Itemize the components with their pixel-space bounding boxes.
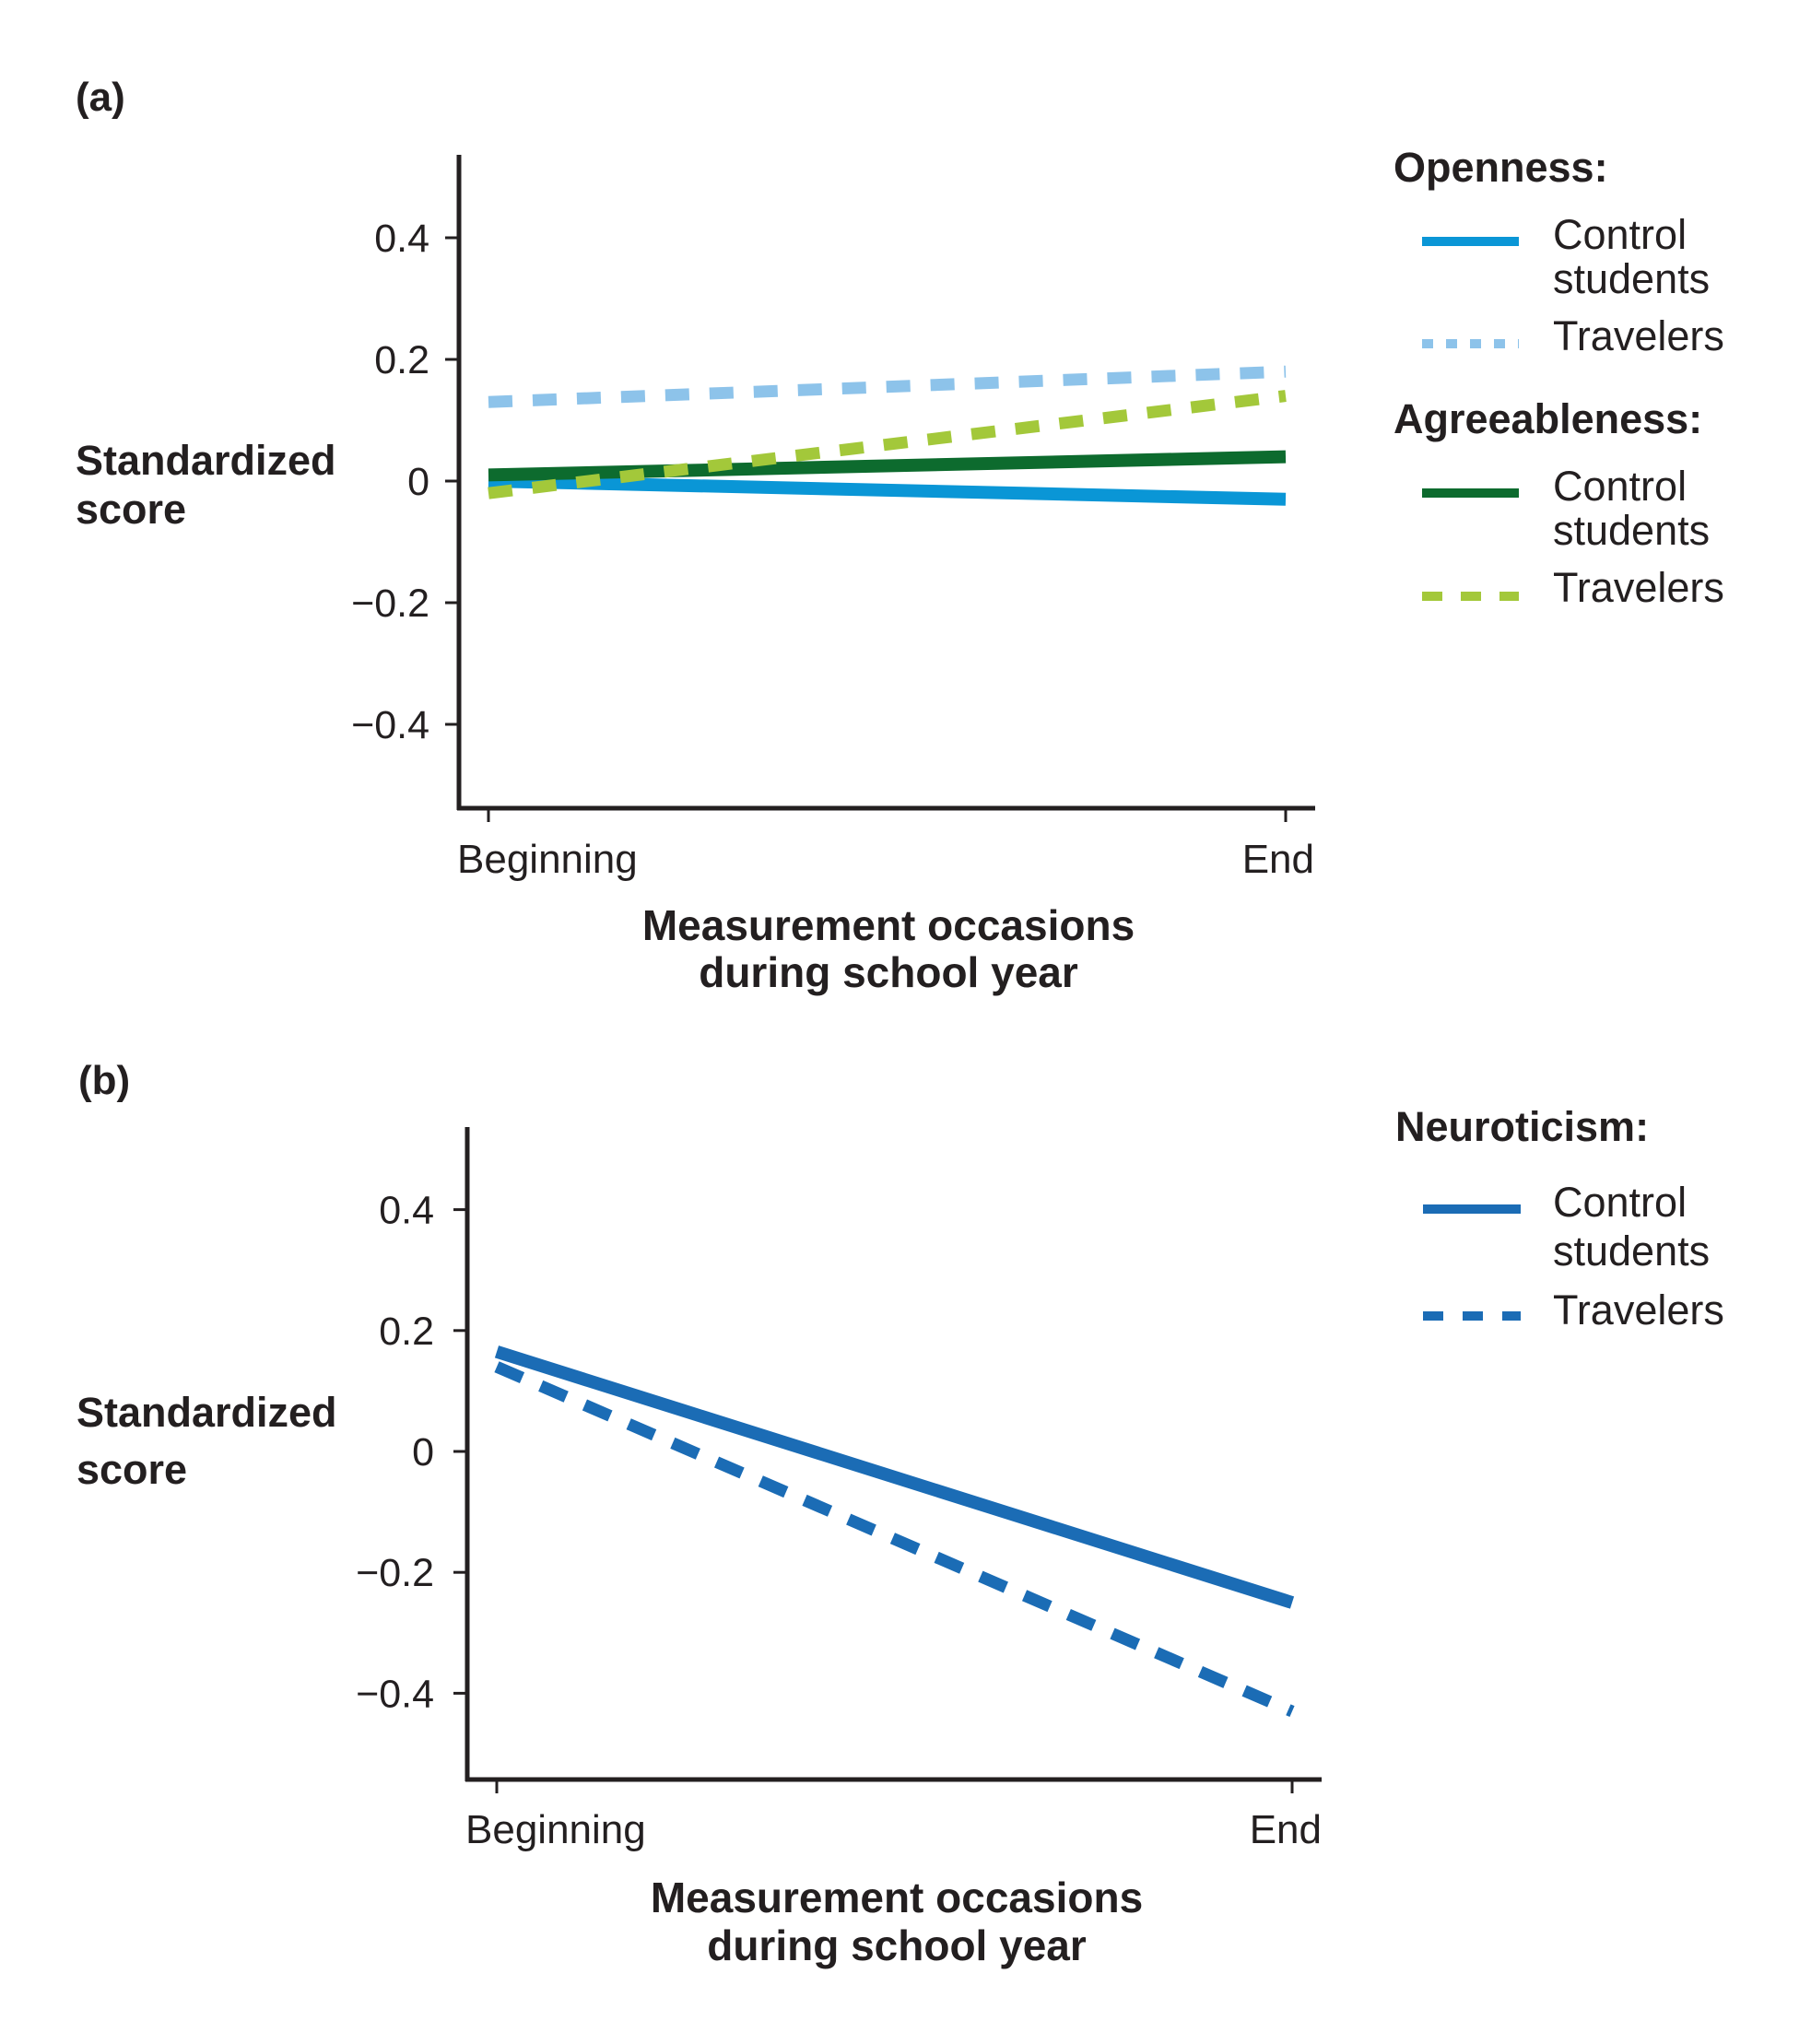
legend-label: Travelers: [1553, 564, 1724, 611]
legend-title-neuroticism: Neuroticism:: [1395, 1103, 1649, 1150]
x-axis-title-line-1: Measurement occasions: [642, 901, 1135, 949]
legend-label: Control: [1553, 463, 1687, 510]
legend-label: Control: [1553, 211, 1687, 258]
x-axis-title-line-1: Measurement occasions: [651, 1874, 1143, 1921]
panel-b: (b) Standardized score 0.4 0.2 0 −0.2 −0.4 B…: [76, 1058, 1724, 1969]
y-axis-title-line-1: Standardized: [76, 437, 336, 484]
legend-label: Travelers: [1553, 1286, 1724, 1333]
legend-label: students: [1553, 1228, 1710, 1275]
y-tick-label: 0.4: [374, 217, 429, 261]
y-tick-label: −0.2: [356, 1551, 434, 1595]
panel-a: (a) Standardized score 0.4 0.2 0 −0.2 −0.4 B…: [76, 75, 1724, 996]
x-axis-title-line-2: during school year: [699, 948, 1078, 996]
y-tick-label: 0.2: [374, 338, 429, 382]
legend: Neuroticism: Control students Travelers: [1395, 1103, 1724, 1333]
y-tick-label: −0.4: [356, 1672, 434, 1716]
x-tick-label-beginning: Beginning: [457, 837, 638, 882]
series-line-openness-control: [488, 475, 1287, 506]
y-tick-label: −0.4: [351, 703, 429, 747]
legend-item-agreeableness-control: Control students: [1422, 463, 1710, 554]
legend-item-openness-control: Control students: [1422, 211, 1710, 302]
y-ticks: 0.4 0.2 0 −0.2 −0.4: [351, 217, 459, 747]
x-tick-label-end: End: [1242, 837, 1314, 882]
legend-label: students: [1553, 255, 1710, 302]
series-line-openness-travelers: [488, 365, 1287, 408]
x-axis-title-line-2: during school year: [707, 1921, 1087, 1969]
y-axis-title-line-2: score: [76, 486, 186, 533]
y-axis-title-line-2: score: [76, 1446, 187, 1493]
y-tick-label: 0.2: [379, 1310, 434, 1354]
series-layer: [488, 365, 1287, 506]
legend-label: students: [1553, 507, 1710, 554]
x-tick-label-end: End: [1250, 1807, 1322, 1852]
panel-label-b: (b): [78, 1058, 130, 1103]
y-tick-label: −0.2: [351, 581, 429, 626]
x-tick-label-beginning: Beginning: [465, 1807, 646, 1852]
x-ticks: [495, 1780, 1294, 1793]
legend-title-agreeableness: Agreeableness:: [1394, 395, 1702, 442]
y-tick-label: 0: [407, 460, 429, 504]
legend-item-neuroticism-travelers: Travelers: [1423, 1286, 1724, 1333]
panel-label-a: (a): [76, 75, 125, 120]
series-line-agreeableness-travelers: [488, 390, 1287, 499]
legend-label: Travelers: [1553, 312, 1724, 359]
y-ticks: 0.4 0.2 0 −0.2 −0.4: [356, 1189, 467, 1716]
legend: Openness: Control students Travelers Agr…: [1394, 144, 1724, 611]
series-layer: [494, 1345, 1295, 1718]
series-line-neuroticism-control: [494, 1345, 1295, 1609]
y-tick-label: 0: [412, 1430, 434, 1474]
series-line-agreeableness-control: [488, 450, 1287, 482]
legend-item-neuroticism-control: Control students: [1423, 1179, 1710, 1275]
x-ticks: [487, 808, 1288, 822]
y-axis-title-line-1: Standardized: [76, 1389, 337, 1436]
legend-title-openness: Openness:: [1394, 144, 1608, 191]
legend-item-agreeableness-travelers: Travelers: [1422, 564, 1724, 611]
y-tick-label: 0.4: [379, 1189, 434, 1233]
legend-label: Control: [1553, 1179, 1687, 1226]
legend-item-openness-travelers: Travelers: [1422, 312, 1724, 359]
series-line-neuroticism-travelers: [494, 1361, 1295, 1718]
